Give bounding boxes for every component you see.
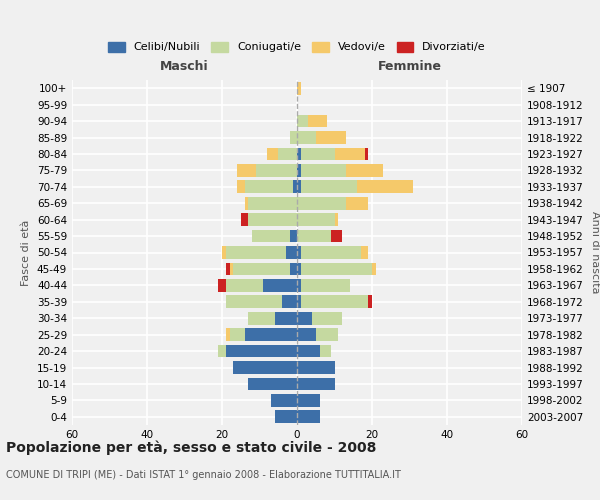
Bar [297,279,301,292]
Y-axis label: Fasce di età: Fasce di età [22,220,31,286]
Bar [297,312,312,324]
Bar [233,361,297,374]
Bar [226,246,286,259]
Bar [308,114,327,128]
Bar [357,180,413,193]
Bar [256,164,297,177]
Bar [297,197,346,209]
Y-axis label: Anni di nascita: Anni di nascita [590,211,600,294]
Bar [297,262,301,276]
Bar [297,230,331,242]
Bar [226,262,229,276]
Bar [218,344,226,358]
Legend: Celibi/Nubili, Coniugati/e, Vedovi/e, Divorziati/e: Celibi/Nubili, Coniugati/e, Vedovi/e, Di… [104,38,490,57]
Bar [229,262,233,276]
Bar [297,164,301,177]
Bar [301,246,361,259]
Bar [301,148,335,160]
Bar [297,344,320,358]
Bar [297,114,308,128]
Bar [263,279,297,292]
Bar [248,213,297,226]
Bar [316,328,338,341]
Bar [297,180,301,193]
Bar [297,82,301,94]
Bar [226,328,229,341]
Bar [290,230,297,242]
Bar [301,296,368,308]
Text: Popolazione per età, sesso e stato civile - 2008: Popolazione per età, sesso e stato civil… [6,440,376,455]
Bar [241,213,248,226]
Bar [245,328,297,341]
Bar [237,164,256,177]
Bar [335,148,365,160]
Bar [335,213,338,226]
Bar [316,131,346,144]
Bar [331,230,342,242]
Bar [312,312,342,324]
Bar [290,131,297,144]
Bar [226,296,282,308]
Bar [301,180,357,193]
Bar [346,197,368,209]
Bar [248,312,275,324]
Bar [297,328,316,341]
Bar [275,410,297,423]
Bar [293,180,297,193]
Bar [297,246,301,259]
Bar [301,279,349,292]
Bar [301,262,372,276]
Bar [297,131,316,144]
Bar [368,296,372,308]
Bar [248,378,297,390]
Bar [297,296,301,308]
Bar [282,296,297,308]
Bar [245,197,248,209]
Bar [346,164,383,177]
Bar [248,197,297,209]
Bar [222,246,226,259]
Text: COMUNE DI TRIPI (ME) - Dati ISTAT 1° gennaio 2008 - Elaborazione TUTTITALIA.IT: COMUNE DI TRIPI (ME) - Dati ISTAT 1° gen… [6,470,401,480]
Bar [271,394,297,407]
Bar [297,213,335,226]
Bar [297,394,320,407]
Bar [226,279,263,292]
Bar [226,344,297,358]
Bar [361,246,368,259]
Bar [297,378,335,390]
Bar [278,148,297,160]
Bar [218,279,226,292]
Bar [233,262,290,276]
Bar [320,344,331,358]
Bar [275,312,297,324]
Bar [290,262,297,276]
Bar [301,164,346,177]
Bar [372,262,376,276]
Bar [297,148,301,160]
Text: Femmine: Femmine [377,60,442,74]
Bar [297,361,335,374]
Bar [245,180,293,193]
Bar [229,328,245,341]
Text: Maschi: Maschi [160,60,209,74]
Bar [286,246,297,259]
Bar [252,230,290,242]
Bar [297,410,320,423]
Bar [237,180,245,193]
Bar [267,148,278,160]
Bar [365,148,368,160]
